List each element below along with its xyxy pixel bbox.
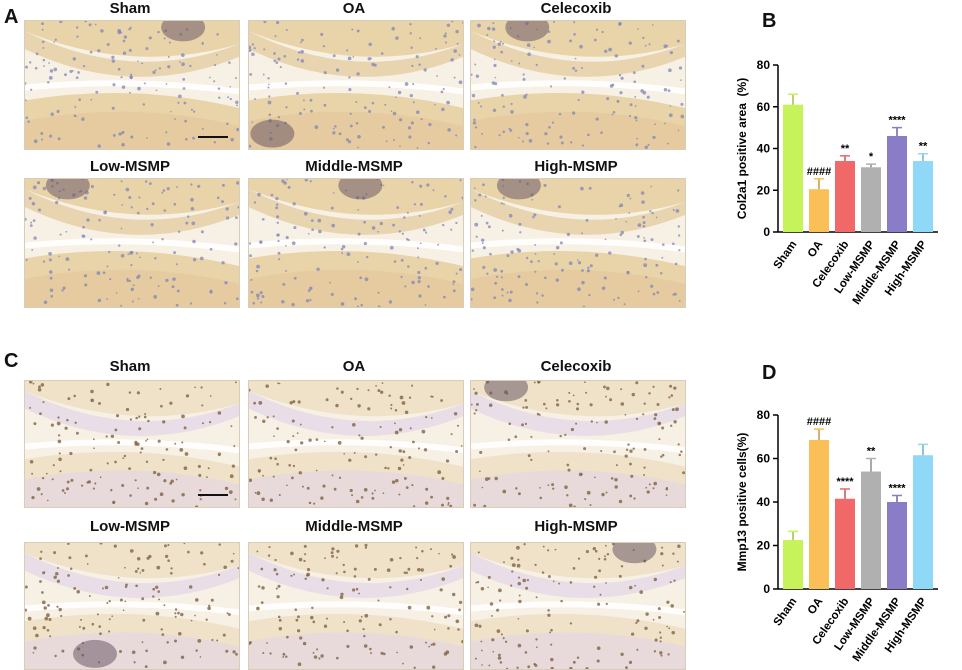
micrograph-image [248,178,464,308]
panel-letter-b: B [762,10,777,32]
scale-bar [198,136,228,138]
tile-title: OA [342,0,366,17]
significance-label: #### [807,166,831,178]
significance-label: * [869,151,874,163]
tile-title: Sham [109,358,151,375]
significance-label: ** [919,141,928,153]
micrograph-image [24,380,240,508]
bar [861,471,881,589]
bar-chart-col2a1: Col2a1 positive area (%) 0 20 40 60 80 Sham ###… [735,58,938,307]
micrograph-image [248,20,464,150]
significance-label: **** [836,476,854,488]
bar [783,540,803,589]
y-tick-label: 0 [763,582,770,596]
y-tick-label: 60 [757,100,771,114]
scale-bar [198,494,228,496]
micrograph-image [470,178,686,308]
tile-title: Celecoxib [540,0,612,17]
micrograph-image [470,20,686,150]
bar [887,135,907,232]
y-tick-label: 40 [757,495,771,509]
tile-title: Low-MSMP [90,158,170,175]
micrograph-image [24,542,240,670]
tile-title: Sham [109,0,151,17]
y-tick-label: 20 [757,183,771,197]
x-tick-label: OA [806,239,826,260]
y-tick-label: 80 [757,408,771,422]
y-tick-label: 40 [757,142,771,156]
significance-label: **** [888,115,906,127]
y-axis-label: Mmp13 positive cells(%) [735,433,749,572]
tile-title: High-MSMP [534,518,618,535]
bar [913,161,933,232]
bar [783,104,803,232]
y-tick-label: 60 [757,452,771,466]
y-tick-label: 80 [757,58,771,72]
micrograph-image [248,380,464,508]
significance-label: ** [867,446,876,458]
tile-title: Celecoxib [540,358,612,375]
micrograph-image [24,178,240,308]
bar [809,440,829,589]
significance-label: #### [807,416,831,428]
significance-label: ** [841,143,850,155]
y-tick-label: 0 [763,225,770,239]
micrograph-image [24,20,240,150]
y-tick-label: 20 [757,539,771,553]
y-axis-label: Col2a1 positive area (%) [735,78,749,219]
tile-title: High-MSMP [534,158,618,175]
tile-title: Middle-MSMP [305,518,403,535]
x-tick-label: OA [806,596,826,617]
panel-letter-d: D [762,362,777,384]
tile-title: Low-MSMP [90,518,170,535]
bar [861,167,881,232]
panel-letter-a: A [4,6,19,28]
bar [887,502,907,589]
bar [835,498,855,589]
panel-letter-c: C [4,350,19,372]
x-tick-label: Sham [772,596,800,629]
tile-title: OA [342,358,366,375]
bar-chart-mmp13: Mmp13 positive cells(%) 0 20 40 60 80 Sham ####… [735,408,938,664]
bar [835,161,855,232]
bar [809,189,829,232]
micrograph-image [248,542,464,670]
significance-label: **** [888,482,906,494]
x-tick-label: Sham [772,239,800,272]
micrograph-image [470,380,686,508]
bar [913,455,933,589]
micrograph-image [470,542,686,670]
tile-title: Middle-MSMP [305,158,403,175]
